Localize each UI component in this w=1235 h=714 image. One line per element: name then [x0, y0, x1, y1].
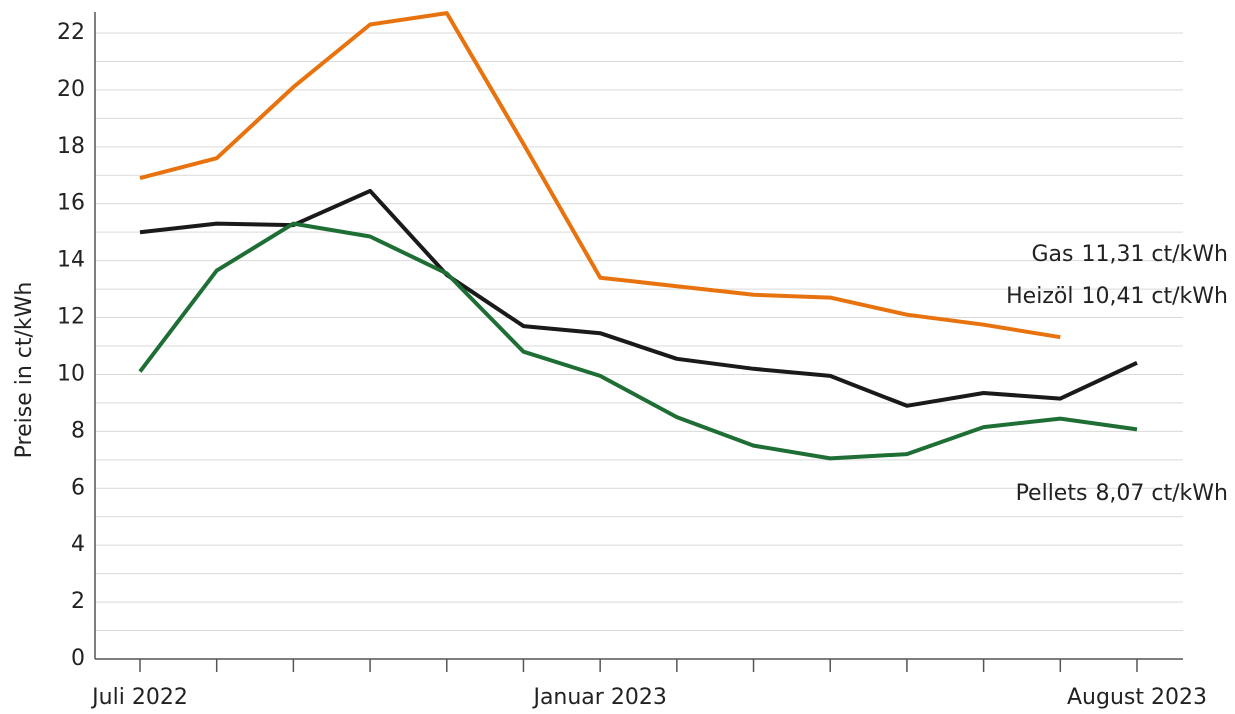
y-tick-label: 4	[71, 532, 85, 557]
series-name: Heizöl	[1006, 284, 1073, 309]
y-tick-label: 6	[71, 475, 85, 500]
end-label: 10,41 ct/kWh	[1081, 284, 1228, 309]
y-axis-label: Preise in ct/kWh	[12, 282, 37, 459]
x-tick-label: Juli 2022	[90, 685, 188, 710]
series-line	[139, 188, 1138, 408]
y-tick-label: 0	[71, 646, 85, 671]
y-tick-label: 14	[57, 248, 85, 273]
series-name: Pellets	[1016, 481, 1088, 506]
y-tick-label: 22	[57, 20, 85, 45]
y-tick-label: 10	[57, 361, 85, 386]
end-label: 8,07 ct/kWh	[1095, 481, 1228, 506]
series-line	[138, 221, 1138, 461]
end-label: 11,31 ct/kWh	[1081, 242, 1228, 267]
y-tick-label: 12	[57, 305, 85, 330]
y-tick-label: 8	[71, 418, 85, 443]
y-tick-label: 18	[57, 134, 85, 159]
y-tick-label: 16	[57, 191, 85, 216]
x-tick-label: August 2023	[1067, 685, 1207, 710]
y-tick-label: 20	[57, 77, 85, 102]
y-tick-label: 2	[71, 589, 85, 614]
x-tick-label: Januar 2023	[531, 685, 666, 710]
series-line	[139, 11, 1061, 340]
series-name: Gas	[1031, 242, 1073, 267]
